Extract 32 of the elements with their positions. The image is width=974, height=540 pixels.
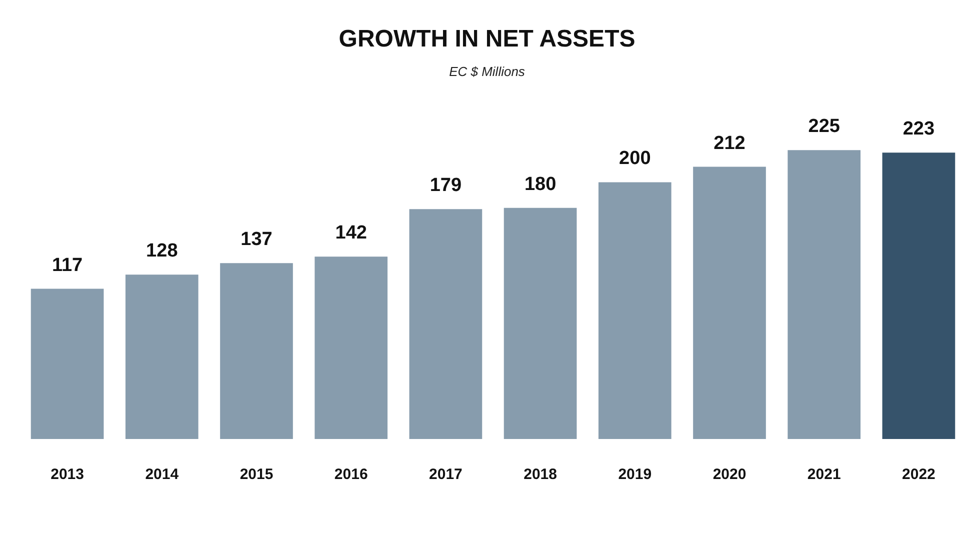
x-tick-label: 2022 [902,466,936,483]
bar [409,209,482,439]
data-label: 212 [714,132,746,154]
chart-title: GROWTH IN NET ASSETS [338,26,636,52]
x-tick-label: 2016 [334,466,368,483]
data-label: 200 [619,148,651,170]
bar [125,274,198,439]
bar [693,166,766,439]
x-tick-label: 2014 [145,466,180,483]
data-label: 179 [430,175,462,196]
data-label: 225 [808,116,840,138]
bar [788,150,861,439]
data-label: 128 [146,240,178,262]
bar [598,182,672,439]
data-label: 223 [902,118,935,140]
x-tick-label: 2021 [807,466,841,483]
bar [220,263,293,439]
bar [504,208,577,439]
data-label: 137 [240,229,272,250]
x-tick-label: 2019 [618,466,652,483]
bar [314,256,388,439]
x-tick-label: 2017 [429,466,462,483]
data-label: 117 [52,254,83,276]
bar [30,288,104,439]
data-label: 180 [524,174,556,195]
x-tick-label: 2018 [524,466,557,483]
data-label: 142 [335,222,367,244]
x-tick-label: 2020 [712,466,746,483]
x-tick-label: 2013 [50,466,84,483]
x-tick-label: 2015 [240,466,274,483]
chart-subtitle: EC $ Millions [449,64,526,79]
bar [882,152,956,439]
